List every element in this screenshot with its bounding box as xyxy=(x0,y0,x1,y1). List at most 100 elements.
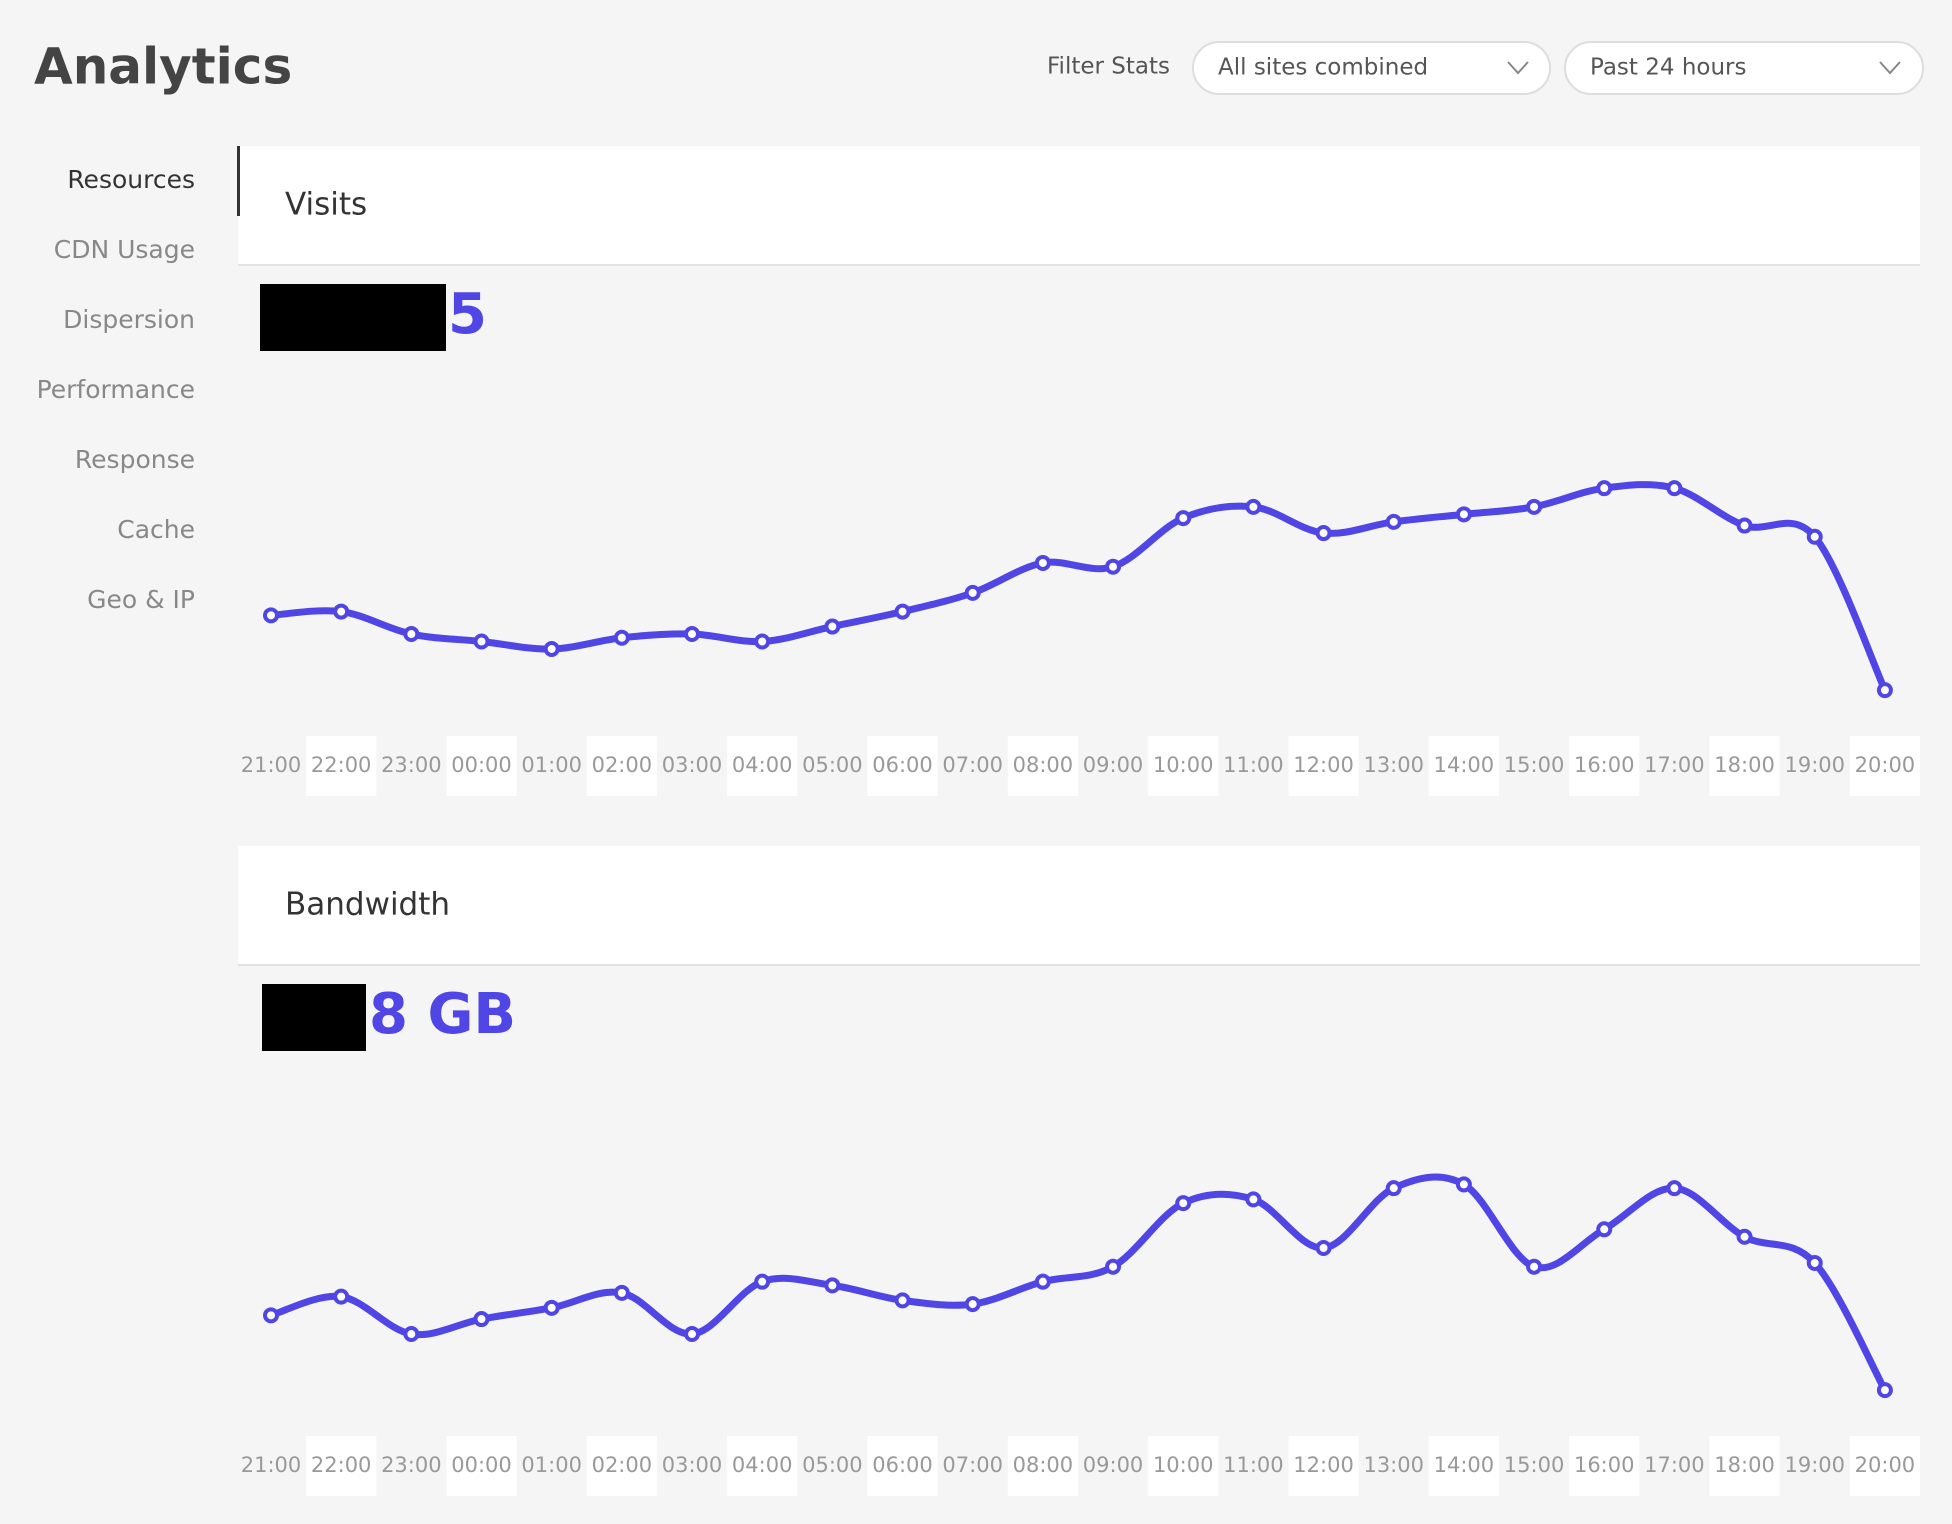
x-tick-label: 07:00 xyxy=(942,1453,1003,1477)
data-point xyxy=(824,1277,841,1294)
nav-item[interactable]: Geo & IP xyxy=(87,585,195,614)
label-cell xyxy=(727,736,798,796)
label-cell xyxy=(306,736,377,796)
dropdown-box[interactable] xyxy=(1564,41,1924,95)
x-tick-label: 20:00 xyxy=(1855,753,1916,777)
data-point xyxy=(333,603,350,620)
x-tick-label: 11:00 xyxy=(1223,753,1284,777)
page-title: Analytics xyxy=(34,38,292,96)
nav-item[interactable]: Response xyxy=(75,445,195,474)
data-point xyxy=(473,633,490,650)
label-cell xyxy=(1709,1436,1780,1496)
data-point xyxy=(1385,513,1402,530)
filter-label: Filter Stats xyxy=(1047,54,1170,80)
label-cell xyxy=(1007,1436,1078,1496)
data-point xyxy=(1315,525,1332,542)
data-point xyxy=(1034,554,1051,571)
data-point xyxy=(684,626,701,643)
data-point xyxy=(684,1326,701,1343)
data-point xyxy=(1806,528,1823,545)
active-indicator xyxy=(237,146,240,216)
data-point xyxy=(964,1296,981,1313)
panel-header xyxy=(238,146,1920,265)
x-tick-label: 08:00 xyxy=(1013,753,1074,777)
label-cell xyxy=(586,1436,657,1496)
data-point xyxy=(894,1292,911,1309)
data-point xyxy=(263,1307,279,1324)
x-tick-label: 13:00 xyxy=(1363,753,1424,777)
dropdown-text[interactable]: All sites combined xyxy=(1218,55,1428,81)
x-tick-label: 00:00 xyxy=(451,753,512,777)
panel-title: Visits xyxy=(285,187,367,223)
data-point xyxy=(754,1273,771,1290)
data-point xyxy=(1876,682,1893,699)
x-tick-label: 11:00 xyxy=(1223,1453,1284,1477)
dropdown-text[interactable]: Past 24 hours xyxy=(1590,55,1747,81)
data-point xyxy=(613,1284,630,1301)
label-cell xyxy=(446,1436,517,1496)
x-tick-label: 21:00 xyxy=(241,1453,302,1477)
sidebar: Resources CDN Usage Dispersion Performance R… xyxy=(37,165,195,614)
x-tick-label: 19:00 xyxy=(1784,753,1845,777)
nav-item[interactable]: Cache xyxy=(117,515,195,544)
total-value: 8 GB xyxy=(369,982,516,1047)
label-cell xyxy=(1709,736,1780,796)
charts: Visits 5 21:00 22:00 23:00 00:00 01:00 02:00 03:… xyxy=(237,146,1920,1496)
nav-item[interactable]: CDN Usage xyxy=(54,235,195,264)
x-tick-label: 09:00 xyxy=(1083,1453,1144,1477)
data-point xyxy=(1175,1195,1192,1212)
time-dropdown[interactable]: Past 24 hours xyxy=(1564,41,1924,95)
data-point xyxy=(473,1311,490,1328)
label-cell xyxy=(867,736,938,796)
data-point xyxy=(1736,1228,1753,1245)
data-point xyxy=(1806,1254,1823,1271)
x-tick-label: 10:00 xyxy=(1153,753,1214,777)
x-tick-label: 01:00 xyxy=(521,1453,582,1477)
data-point xyxy=(964,584,981,601)
data-point xyxy=(1876,1382,1893,1399)
label-cell xyxy=(1288,736,1359,796)
x-tick-label: 17:00 xyxy=(1644,1453,1705,1477)
x-tick-label: 23:00 xyxy=(381,1453,442,1477)
x-tick-label: 04:00 xyxy=(732,753,793,777)
data-point xyxy=(1245,498,1262,515)
data-point xyxy=(1736,517,1753,534)
dropdown-box[interactable] xyxy=(1192,41,1551,95)
x-tick-label: 15:00 xyxy=(1504,753,1565,777)
nav-item[interactable]: Performance xyxy=(37,375,195,404)
label-cell xyxy=(306,1436,377,1496)
x-tick-label: 02:00 xyxy=(592,1453,653,1477)
x-tick-label: 00:00 xyxy=(451,1453,512,1477)
label-cell xyxy=(586,736,657,796)
data-point xyxy=(1105,558,1122,575)
x-tick-label: 13:00 xyxy=(1363,1453,1424,1477)
data-point xyxy=(1455,1176,1472,1193)
x-tick-label: 03:00 xyxy=(662,753,723,777)
x-tick-label: 12:00 xyxy=(1293,753,1354,777)
data-point xyxy=(613,629,630,646)
x-tick-label: 06:00 xyxy=(872,753,933,777)
x-tick-label: 01:00 xyxy=(521,753,582,777)
data-point xyxy=(754,633,771,650)
label-cell xyxy=(1288,1436,1359,1496)
label-cell xyxy=(1569,1436,1640,1496)
label-cell xyxy=(1849,1436,1920,1496)
site-dropdown[interactable]: All sites combined xyxy=(1192,41,1551,95)
data-point xyxy=(333,1288,350,1305)
data-point xyxy=(1034,1273,1051,1290)
label-cell xyxy=(1148,1436,1219,1496)
data-point xyxy=(824,618,841,635)
x-tick-label: 05:00 xyxy=(802,753,863,777)
data-point xyxy=(1526,498,1543,515)
x-tick-label: 14:00 xyxy=(1434,1453,1495,1477)
data-point xyxy=(403,1326,420,1343)
x-tick-label: 22:00 xyxy=(311,1453,372,1477)
label-cell xyxy=(727,1436,798,1496)
nav-item[interactable]: Dispersion xyxy=(63,305,195,334)
data-point xyxy=(1666,480,1683,497)
data-point xyxy=(1596,1221,1613,1238)
data-point xyxy=(894,603,911,620)
x-tick-label: 16:00 xyxy=(1574,753,1635,777)
nav-item[interactable]: Resources xyxy=(67,165,195,194)
